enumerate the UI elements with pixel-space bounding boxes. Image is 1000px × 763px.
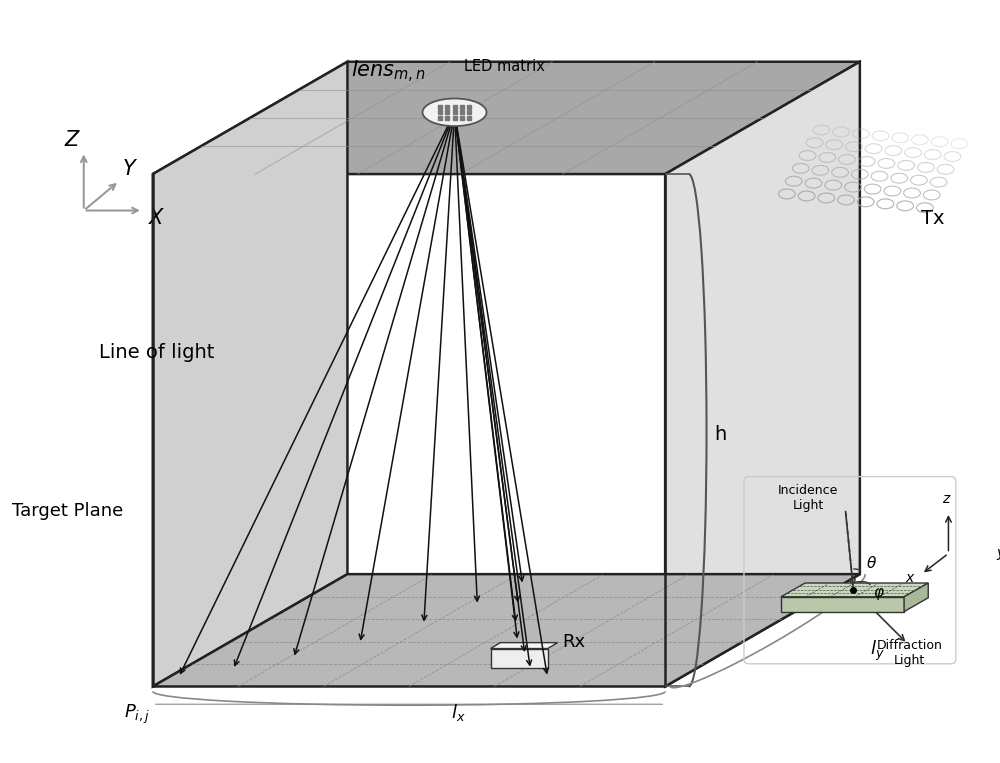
Text: Tx: Tx [921, 208, 944, 227]
Text: $l_y$: $l_y$ [870, 639, 885, 663]
Polygon shape [781, 597, 904, 612]
Text: Y: Y [123, 159, 136, 179]
Polygon shape [491, 642, 558, 649]
Polygon shape [153, 62, 347, 687]
Text: h: h [714, 425, 727, 444]
Text: y: y [997, 546, 1000, 560]
Ellipse shape [423, 98, 487, 126]
Text: $P_{i,j}$: $P_{i,j}$ [124, 703, 151, 726]
Polygon shape [491, 649, 548, 668]
Text: Diffraction
Light: Diffraction Light [877, 639, 942, 667]
Text: x: x [906, 571, 914, 585]
Text: Z: Z [64, 130, 78, 150]
Text: z: z [942, 492, 949, 506]
Text: θ: θ [867, 556, 877, 571]
Text: φ: φ [873, 585, 883, 600]
Polygon shape [904, 583, 928, 612]
Polygon shape [153, 62, 860, 174]
Text: Incidence
Light: Incidence Light [778, 484, 838, 512]
Text: LED matrix: LED matrix [464, 59, 545, 74]
Text: Rx: Rx [562, 633, 586, 651]
Polygon shape [153, 574, 860, 687]
Text: $l_x$: $l_x$ [451, 702, 465, 723]
Text: $\mathit{lens}_{m,n}$: $\mathit{lens}_{m,n}$ [351, 60, 426, 85]
Text: Line of light: Line of light [99, 343, 214, 362]
Polygon shape [781, 583, 928, 597]
Text: X: X [149, 208, 163, 228]
Text: Target Plane: Target Plane [12, 502, 123, 520]
Polygon shape [665, 62, 860, 687]
